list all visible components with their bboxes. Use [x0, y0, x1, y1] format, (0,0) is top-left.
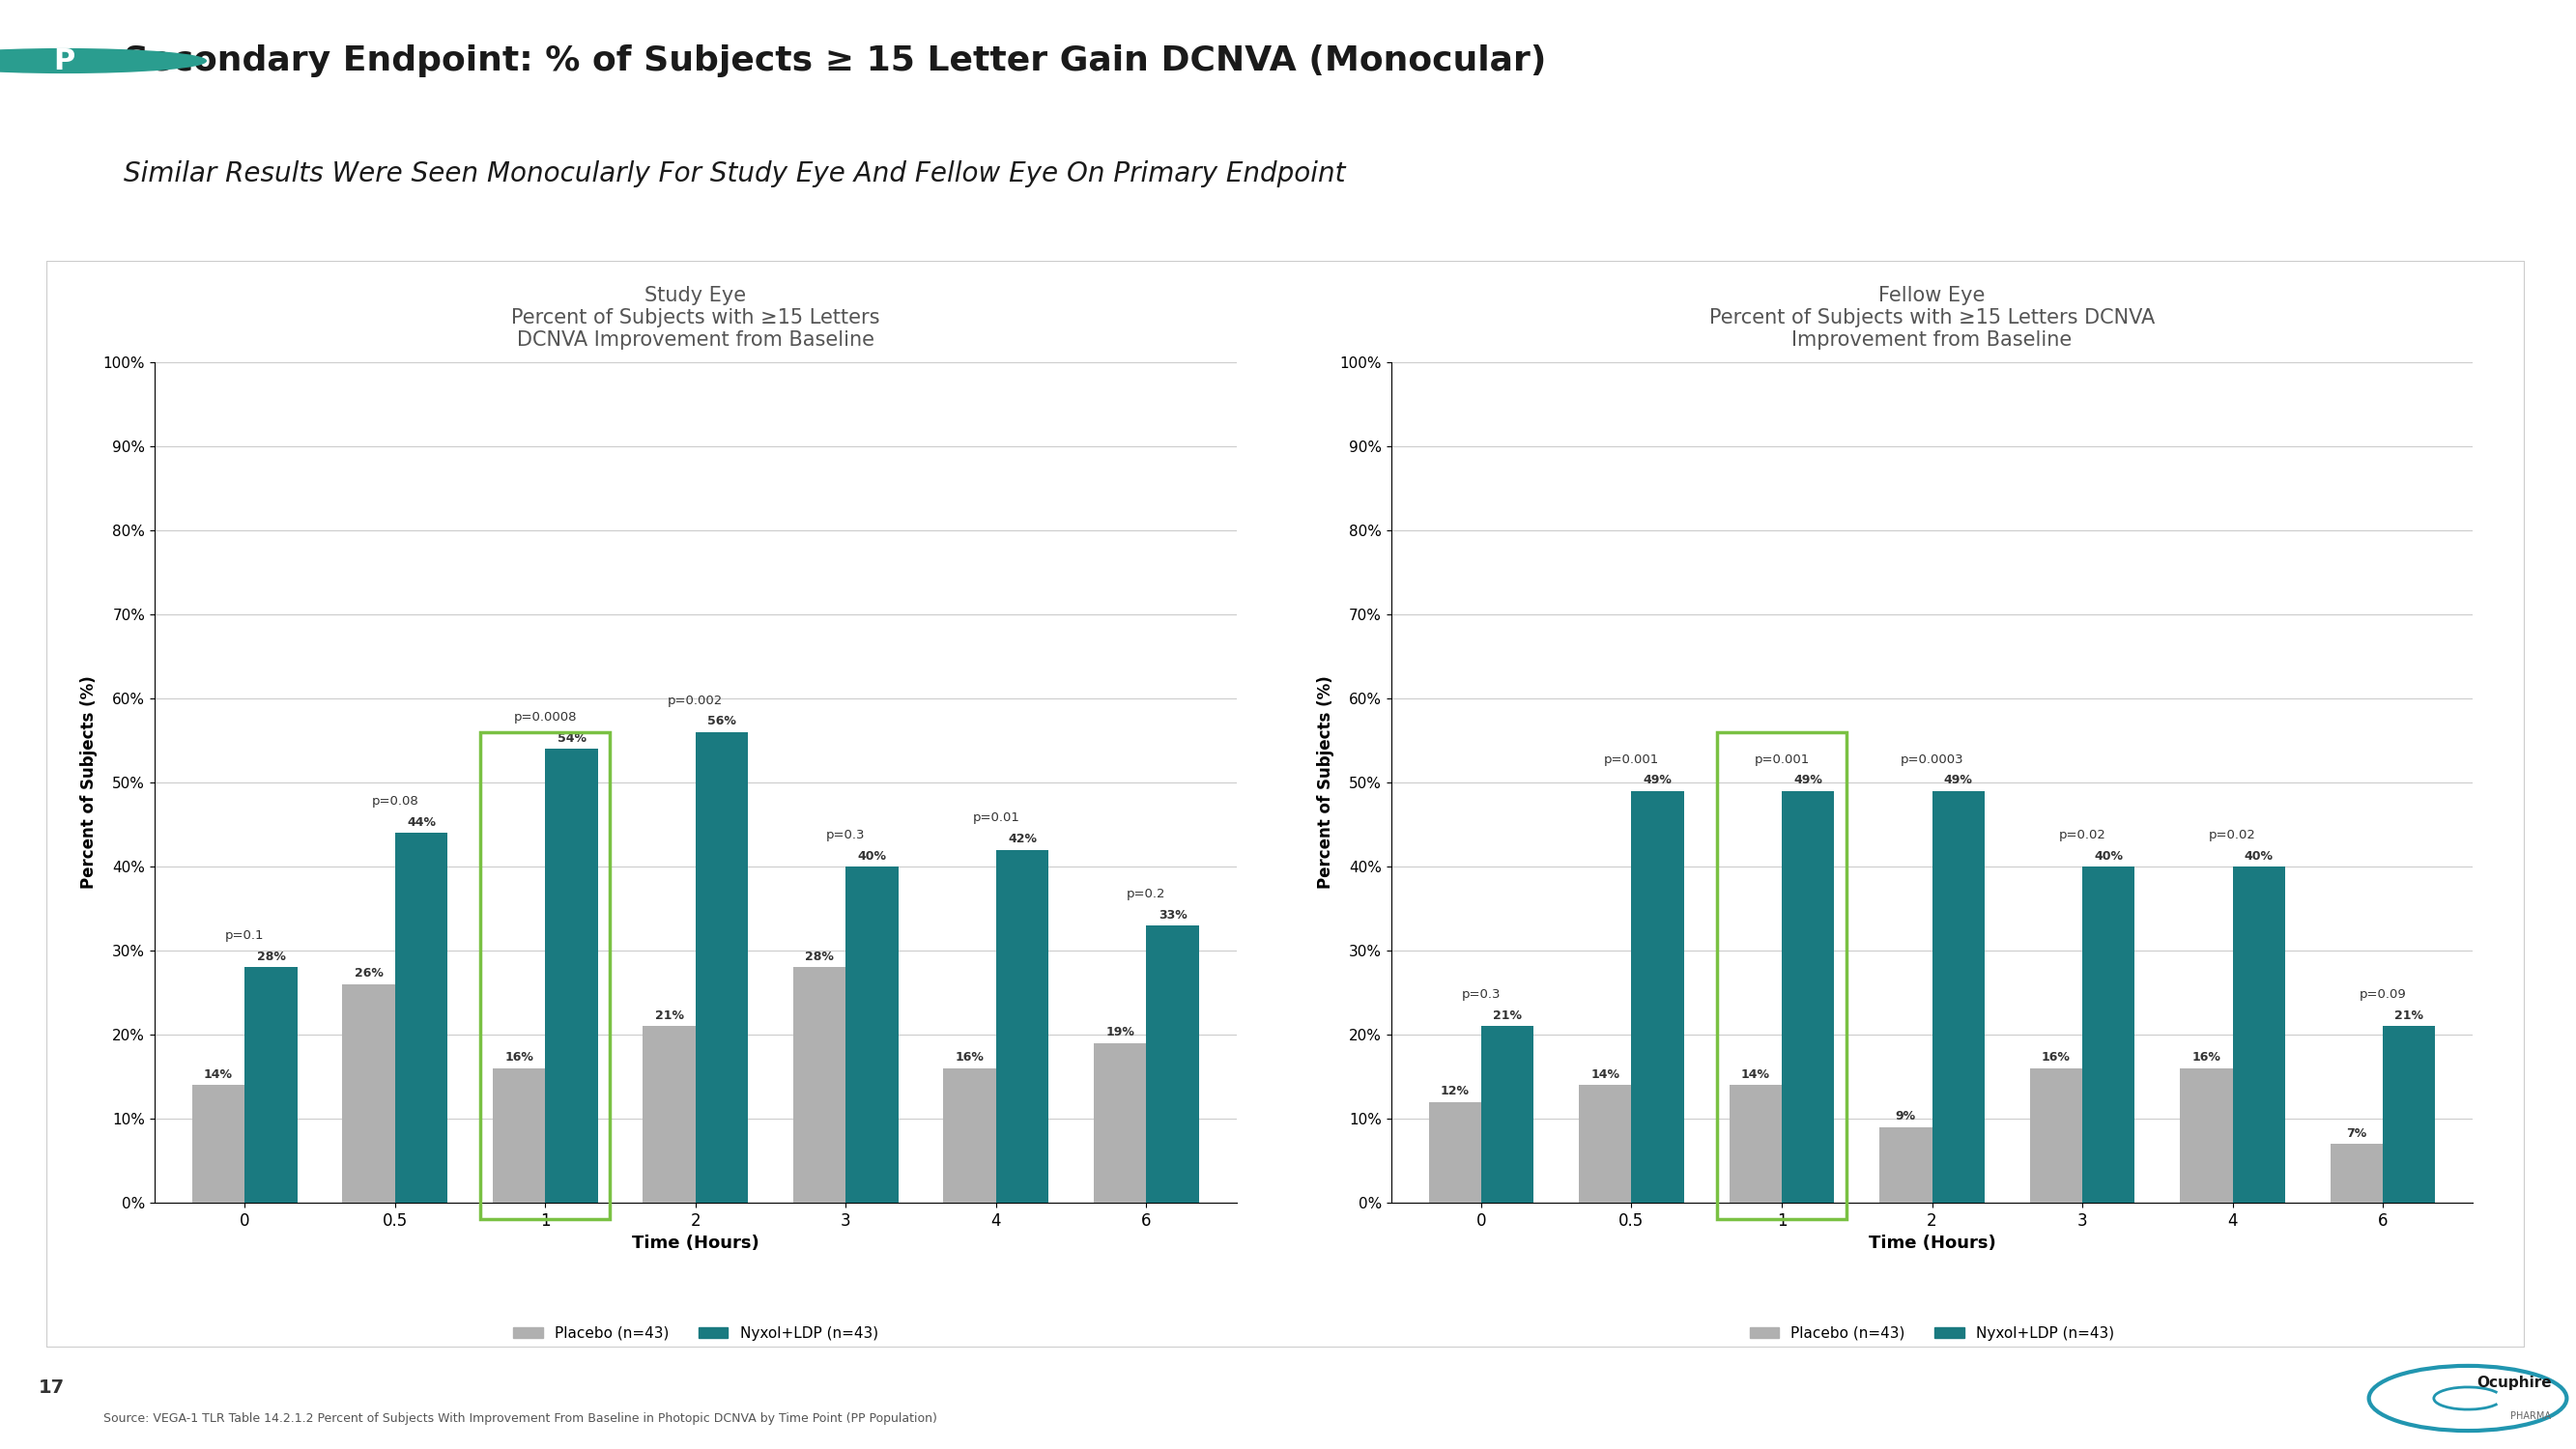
Bar [1146, 926, 1198, 1203]
Bar [644, 1026, 696, 1203]
Bar [394, 833, 448, 1203]
Bar [343, 984, 394, 1203]
Text: 49%: 49% [1643, 774, 1672, 787]
Text: 56%: 56% [708, 716, 737, 727]
Text: 21%: 21% [1494, 1010, 1522, 1022]
Text: p=0.02: p=0.02 [2210, 829, 2257, 842]
Text: Ocuphire: Ocuphire [2476, 1377, 2550, 1391]
Bar [1880, 1127, 1932, 1203]
Bar [1430, 1101, 1481, 1203]
Text: 40%: 40% [2094, 849, 2123, 862]
Y-axis label: Percent of Subjects (%): Percent of Subjects (%) [1316, 675, 1334, 890]
Text: 16%: 16% [505, 1052, 533, 1064]
Text: 40%: 40% [2244, 849, 2275, 862]
Y-axis label: Percent of Subjects (%): Percent of Subjects (%) [80, 675, 98, 890]
Text: 28%: 28% [806, 951, 835, 964]
Text: 21%: 21% [2396, 1010, 2424, 1022]
Text: p=0.0003: p=0.0003 [1901, 753, 1963, 765]
Text: 49%: 49% [1945, 774, 1973, 787]
Text: 26%: 26% [355, 968, 384, 980]
FancyBboxPatch shape [46, 261, 2524, 1348]
Legend: Placebo (n=43), Nyxol+LDP (n=43): Placebo (n=43), Nyxol+LDP (n=43) [1744, 1320, 2120, 1346]
Bar [2331, 1143, 2383, 1203]
Text: 54%: 54% [556, 732, 587, 745]
Text: VEGA-1 Phase 2 Trial: VEGA-1 Phase 2 Trial [1146, 281, 1430, 306]
Text: p=0.002: p=0.002 [667, 694, 724, 707]
Title: Fellow Eye
Percent of Subjects with ≥15 Letters DCNVA
Improvement from Baseline: Fellow Eye Percent of Subjects with ≥15 … [1708, 285, 2156, 351]
Bar [1481, 1026, 1533, 1203]
Text: Source: VEGA-1 TLR Table 14.2.1.2 Percent of Subjects With Improvement From Base: Source: VEGA-1 TLR Table 14.2.1.2 Percen… [103, 1413, 938, 1424]
Text: p=0.08: p=0.08 [371, 796, 417, 807]
Bar [2179, 1068, 2233, 1203]
X-axis label: Time (Hours): Time (Hours) [1868, 1235, 1996, 1252]
Bar [1095, 1043, 1146, 1203]
Bar [245, 968, 296, 1203]
Text: p=0.1: p=0.1 [224, 930, 265, 942]
Text: p=0.001: p=0.001 [1605, 753, 1659, 765]
Text: 16%: 16% [956, 1052, 984, 1064]
Title: Study Eye
Percent of Subjects with ≥15 Letters
DCNVA Improvement from Baseline: Study Eye Percent of Subjects with ≥15 L… [510, 285, 881, 351]
Text: 28%: 28% [258, 951, 286, 964]
Text: 21%: 21% [654, 1010, 683, 1022]
Bar [2233, 867, 2285, 1203]
Bar [2081, 867, 2136, 1203]
Text: 19%: 19% [1105, 1026, 1133, 1039]
Text: 16%: 16% [2192, 1052, 2221, 1064]
Text: P: P [54, 46, 75, 75]
Text: 16%: 16% [2043, 1052, 2071, 1064]
Text: 9%: 9% [1896, 1110, 1917, 1123]
Bar [1718, 732, 1847, 1220]
Text: 14%: 14% [1741, 1068, 1770, 1081]
Text: p=0.001: p=0.001 [1754, 753, 1808, 765]
Text: p=0.3: p=0.3 [1461, 988, 1502, 1001]
Text: p=0.2: p=0.2 [1126, 888, 1167, 900]
Bar [1783, 791, 1834, 1203]
Bar [1728, 1085, 1783, 1203]
Circle shape [0, 49, 206, 72]
Bar [2383, 1026, 2434, 1203]
Bar [1932, 791, 1984, 1203]
Bar [482, 732, 611, 1220]
Bar [845, 867, 899, 1203]
Legend: Placebo (n=43), Nyxol+LDP (n=43): Placebo (n=43), Nyxol+LDP (n=43) [507, 1320, 884, 1346]
Text: 33%: 33% [1159, 909, 1188, 922]
Text: 14%: 14% [1589, 1068, 1620, 1081]
Text: p=0.3: p=0.3 [827, 829, 866, 842]
Text: p=0.02: p=0.02 [2058, 829, 2105, 842]
Text: 42%: 42% [1007, 833, 1038, 845]
Text: Similar Results Were Seen Monocularly For Study Eye And Fellow Eye On Primary En: Similar Results Were Seen Monocularly Fo… [124, 161, 1345, 187]
Text: PHARMA: PHARMA [2512, 1411, 2550, 1421]
Bar [696, 732, 747, 1203]
Text: 17: 17 [39, 1379, 64, 1397]
Bar [193, 1085, 245, 1203]
Text: p=0.01: p=0.01 [974, 811, 1020, 824]
Text: 44%: 44% [407, 816, 435, 829]
Text: 14%: 14% [204, 1068, 232, 1081]
Bar [1631, 791, 1685, 1203]
Bar [1579, 1085, 1631, 1203]
Text: 49%: 49% [1793, 774, 1821, 787]
Text: 12%: 12% [1440, 1085, 1468, 1098]
Text: p=0.0008: p=0.0008 [513, 711, 577, 723]
Text: p=0.09: p=0.09 [2360, 988, 2406, 1001]
Bar [793, 968, 845, 1203]
X-axis label: Time (Hours): Time (Hours) [631, 1235, 760, 1252]
Bar [546, 749, 598, 1203]
Text: 7%: 7% [2347, 1127, 2367, 1139]
Text: Secondary Endpoint: % of Subjects ≥ 15 Letter Gain DCNVA (Monocular): Secondary Endpoint: % of Subjects ≥ 15 L… [124, 45, 1546, 77]
Text: 40%: 40% [858, 849, 886, 862]
Bar [2030, 1068, 2081, 1203]
Bar [492, 1068, 546, 1203]
Bar [997, 849, 1048, 1203]
Bar [943, 1068, 997, 1203]
